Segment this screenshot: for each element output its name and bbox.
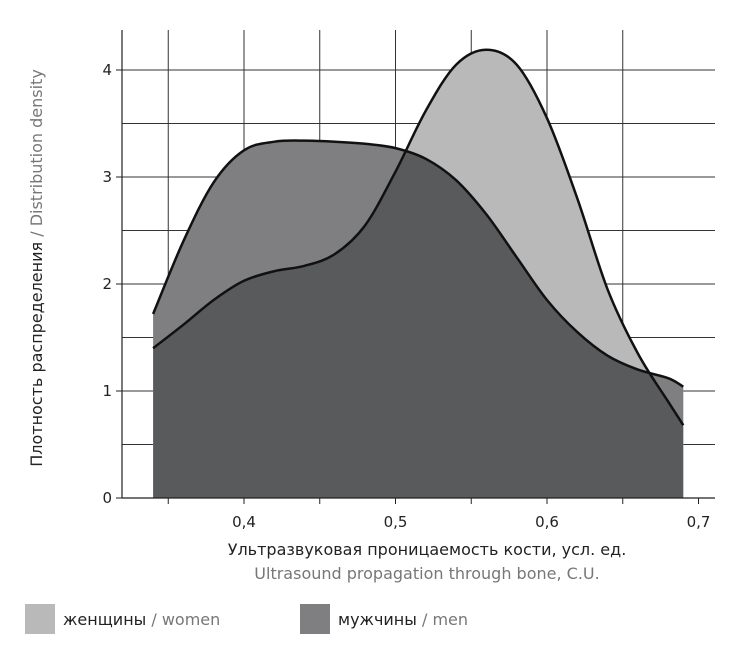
x-tick-label: 0,4 — [232, 513, 256, 531]
legend-swatch-women — [25, 604, 55, 634]
legend-item-men: мужчины / men — [300, 603, 468, 635]
legend-item-women: женщины / women — [25, 603, 220, 635]
y-tick-label: 0 — [102, 489, 112, 507]
legend-label-men-ru: мужчины — [338, 609, 417, 629]
y-tick-label: 2 — [102, 275, 112, 293]
plot-areas — [151, 48, 685, 498]
series-line-men — [151, 139, 684, 388]
y-tick-label: 4 — [102, 61, 112, 79]
tick-labels: 0,4 0,5 0,6 0,7 0 1 2 3 4 — [102, 61, 710, 531]
legend-swatch-men — [300, 604, 330, 634]
x-tick-label: 0,7 — [687, 513, 711, 531]
axes — [116, 30, 715, 504]
y-axis-label: Плотность распределения / Distribution d… — [27, 69, 46, 467]
legend-label-women-en: women — [161, 609, 221, 629]
x-axis-label: Ультразвуковая проницаемость кости, усл.… — [227, 540, 627, 559]
x-axis-label-en: Ultrasound propagation through bone, C.U… — [254, 564, 600, 583]
legend-label-men-en: men — [432, 609, 469, 629]
legend-label-women-ru: женщины — [63, 609, 147, 629]
x-tick-label: 0,6 — [535, 513, 559, 531]
series-line-women — [152, 48, 685, 426]
x-tick-label: 0,5 — [384, 513, 408, 531]
y-tick-label: 1 — [102, 382, 112, 400]
y-tick-label: 3 — [102, 168, 112, 186]
